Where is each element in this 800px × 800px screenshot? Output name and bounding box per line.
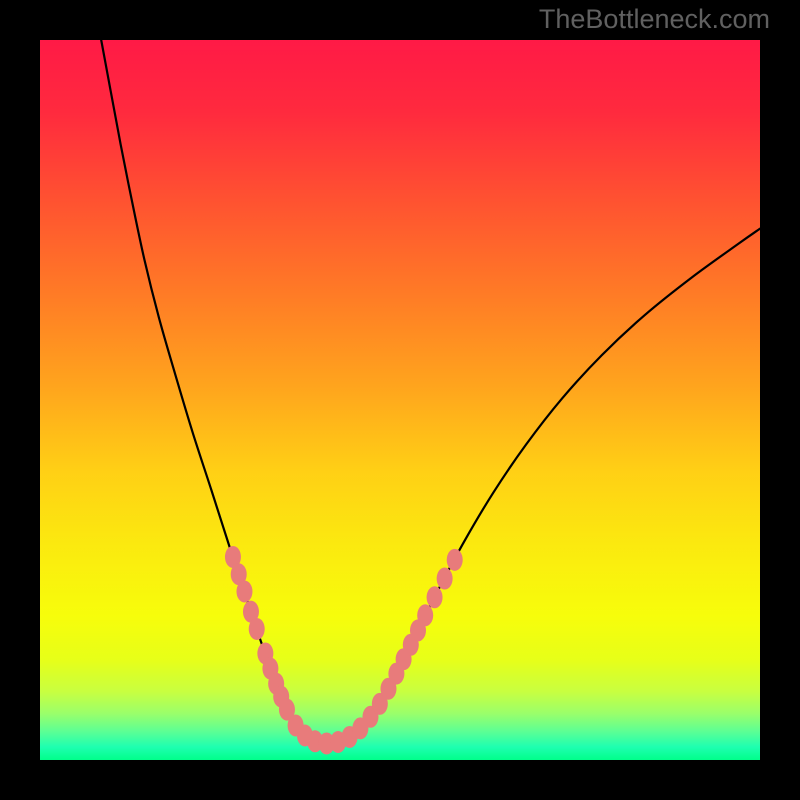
data-point [427,586,443,608]
watermark-text: TheBottleneck.com [539,4,770,35]
data-point [437,568,453,590]
data-point [249,618,265,640]
bottleneck-chart [0,0,800,800]
data-point [417,604,433,626]
data-point [447,549,463,571]
data-point [236,581,252,603]
figure-container: TheBottleneck.com [0,0,800,800]
